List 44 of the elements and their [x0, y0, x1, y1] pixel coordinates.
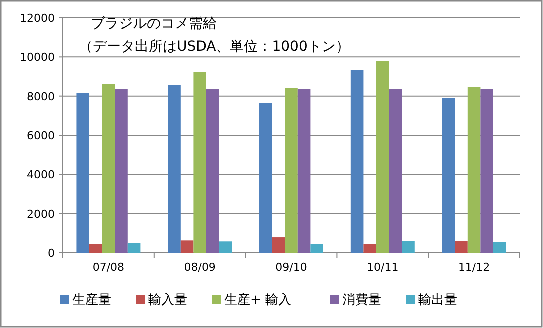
- bar: [480, 89, 494, 253]
- y-tick-label: 10000: [20, 51, 55, 64]
- bar: [90, 244, 102, 253]
- y-tick-label: 2000: [27, 208, 55, 221]
- bar: [102, 84, 116, 253]
- y-tick-label: 0: [48, 247, 55, 260]
- bar: [298, 89, 311, 253]
- bar: [115, 89, 128, 253]
- bar: [402, 241, 415, 253]
- bar: [260, 103, 272, 253]
- y-tick-label: 4000: [27, 168, 55, 182]
- x-tick-label: 09/10: [276, 261, 308, 274]
- legend-label: 生産量: [72, 292, 112, 308]
- x-tick-label: 10/11: [367, 261, 399, 274]
- bar: [364, 244, 376, 253]
- bar: [285, 88, 298, 253]
- bar: [493, 242, 506, 253]
- y-tick-label: 12000: [20, 12, 55, 25]
- bar: [389, 89, 402, 253]
- bar: [219, 242, 232, 253]
- bar: [310, 244, 324, 253]
- bar: [350, 70, 364, 253]
- bar: [468, 87, 481, 253]
- bar: [455, 241, 468, 253]
- bar: [272, 238, 286, 253]
- legend-label: 輸出量: [418, 293, 458, 308]
- x-tick-label: 11/12: [458, 261, 490, 274]
- chart-title: ブラジルのコメ需給: [91, 16, 217, 32]
- legend-label: 生産+ 輸入: [224, 292, 292, 308]
- legend-label: 輸入量: [148, 293, 188, 308]
- bar: [376, 61, 390, 253]
- legend-label: 消費量: [342, 293, 382, 308]
- y-tick-label: 6000: [27, 130, 55, 142]
- text: （データ出所はUSDA、単位：1000トン）: [79, 39, 350, 55]
- y-tick-label: 8000: [27, 90, 55, 104]
- bar: [168, 85, 181, 253]
- bar: [194, 72, 206, 253]
- bar: [442, 98, 456, 253]
- x-tick-label: 07/08: [92, 261, 125, 274]
- bar: [128, 243, 141, 253]
- bar: [206, 89, 220, 253]
- x-tick-label: 08/09: [184, 261, 216, 274]
- bar: [180, 240, 194, 253]
- bar: [76, 93, 90, 253]
